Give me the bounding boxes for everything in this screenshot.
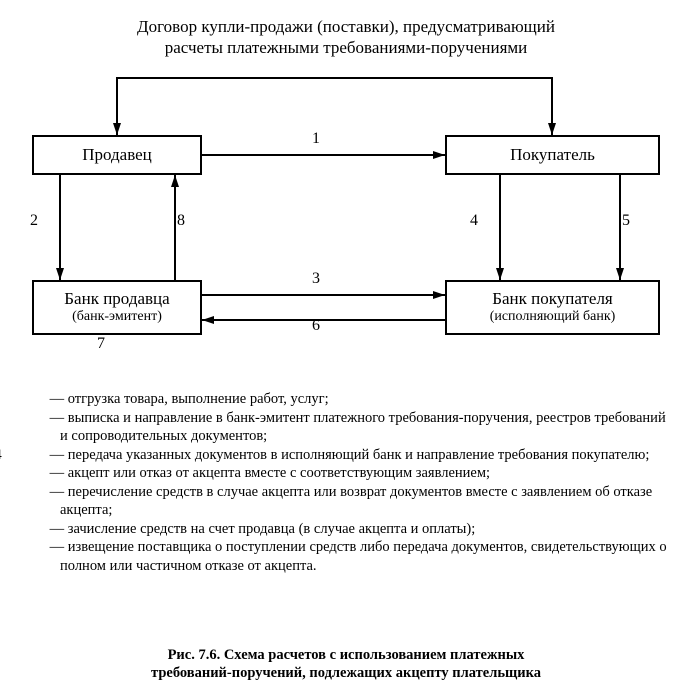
legend-item-num: 7 [20,520,46,539]
node-seller-label: Продавец [82,146,152,165]
edge-label-1: 1 [312,130,320,148]
legend-item-num: 2 [20,409,46,428]
legend-item-num: 6 [20,483,46,502]
legend-item-num: 3, 4 [20,446,46,465]
edge-label-6: 6 [312,317,320,335]
legend-item-num: 8 [20,538,46,557]
edge-label-7: 7 [97,335,105,353]
caption-line-1: Рис. 7.6. Схема расчетов с использование… [168,647,525,663]
legend-item-text: зачисление средств на счет продавца (в с… [68,521,476,537]
figure-caption: Рис. 7.6. Схема расчетов с использование… [0,646,692,682]
legend-item-text: перечисление средств в случае акцепта ил… [60,484,652,519]
flow-diagram: Продавец Покупатель Банк продавца (банк-… [0,60,692,380]
legend-item-text: отгрузка товара, выполнение работ, услуг… [68,391,329,407]
legend-item: 8 — извещение поставщика о поступлении с… [20,538,672,575]
caption-line-2: требований-поручений, подлежащих акцепту… [151,665,541,681]
legend: 1 — отгрузка товара, выполнение работ, у… [20,390,672,575]
node-seller-bank-label: Банк продавца [64,290,169,309]
node-buyer-label: Покупатель [510,146,595,165]
legend-item: 1 — отгрузка товара, выполнение работ, у… [20,390,672,409]
legend-item: 3, 4 — передача указанных документов в и… [20,446,672,465]
diagram-title: Договор купли-продажи (поставки), предус… [0,16,692,59]
node-buyer-bank-label: Банк покупателя [492,290,613,309]
edge-label-5: 5 [622,212,630,230]
page: Договор купли-продажи (поставки), предус… [0,0,692,696]
legend-item: 2 — выписка и направление в банк-эмитент… [20,409,672,446]
legend-item-text: передача указанных документов в исполняю… [68,447,650,463]
legend-item-text: акцепт или отказ от акцепта вместе с соо… [68,465,490,481]
legend-item: 7 — зачисление средств на счет продавца … [20,520,672,539]
legend-item-text: извещение поставщика о поступлении средс… [60,539,667,574]
title-line-2: расчеты платежными требованиями-поручени… [165,38,528,57]
node-seller: Продавец [32,135,202,175]
legend-item: 6 — перечисление средств в случае акцепт… [20,483,672,520]
legend-item-num: 5 [20,464,46,483]
edge-label-4: 4 [470,212,478,230]
node-buyer-bank-sublabel: (исполняющий банк) [490,309,616,324]
node-buyer: Покупатель [445,135,660,175]
edge-label-3: 3 [312,270,320,288]
edge-label-2: 2 [30,212,38,230]
legend-item-text: выписка и направление в банк-эмитент пла… [60,410,666,445]
edge-label-8: 8 [177,212,185,230]
title-line-1: Договор купли-продажи (поставки), предус… [137,17,555,36]
node-seller-bank: Банк продавца (банк-эмитент) [32,280,202,335]
node-buyer-bank: Банк покупателя (исполняющий банк) [445,280,660,335]
legend-item-num: 1 [20,390,46,409]
legend-item: 5 — акцепт или отказ от акцепта вместе с… [20,464,672,483]
node-seller-bank-sublabel: (банк-эмитент) [72,309,162,324]
